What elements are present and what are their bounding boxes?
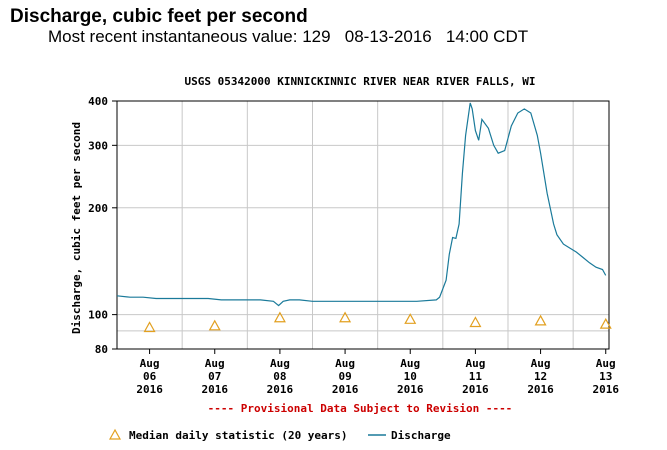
x-tick-year: 2016 xyxy=(136,383,163,396)
x-tick-day: 06 xyxy=(143,370,157,383)
y-axis-label: Discharge, cubic feet per second xyxy=(70,122,83,334)
x-axis: Aug062016Aug072016Aug082016Aug092016Aug1… xyxy=(136,349,619,396)
y-tick-label: 200 xyxy=(88,202,108,215)
series xyxy=(116,102,612,333)
x-tick-day: 11 xyxy=(469,370,483,383)
x-tick-day: 10 xyxy=(404,370,417,383)
x-tick-day: 08 xyxy=(273,370,286,383)
x-tick-month: Aug xyxy=(140,357,160,370)
x-tick-day: 13 xyxy=(599,370,612,383)
discharge-line xyxy=(116,102,607,307)
median-marker xyxy=(339,311,352,323)
x-tick-month: Aug xyxy=(205,357,225,370)
median-marker xyxy=(534,314,547,326)
y-tick-label: 100 xyxy=(88,309,108,322)
chart-title: USGS 05342000 KINNICKINNIC RIVER NEAR RI… xyxy=(185,75,536,88)
x-tick-day: 09 xyxy=(338,370,351,383)
recent-date: 08-13-2016 xyxy=(344,27,432,46)
y-tick-label: 400 xyxy=(88,95,108,108)
x-tick-year: 2016 xyxy=(332,383,359,396)
x-tick-month: Aug xyxy=(335,357,355,370)
x-tick-year: 2016 xyxy=(397,383,424,396)
x-tick-month: Aug xyxy=(596,357,616,370)
legend-median-label: Median daily statistic (20 years) xyxy=(129,429,348,442)
x-tick-month: Aug xyxy=(531,357,551,370)
median-marker xyxy=(273,311,286,323)
x-tick-year: 2016 xyxy=(527,383,554,396)
x-tick-year: 2016 xyxy=(267,383,294,396)
median-marker xyxy=(599,317,612,329)
median-marker xyxy=(404,313,417,324)
median-marker xyxy=(469,316,482,328)
recent-value-label: Most recent instantaneous value: xyxy=(48,27,298,46)
x-tick-month: Aug xyxy=(270,357,290,370)
x-tick-day: 07 xyxy=(208,370,221,383)
x-tick-year: 2016 xyxy=(462,383,489,396)
y-tick-label: 80 xyxy=(95,343,108,356)
x-tick-month: Aug xyxy=(465,357,485,370)
grid xyxy=(117,101,609,349)
plot-frame xyxy=(116,100,610,350)
legend: Median daily statistic (20 years) Discha… xyxy=(108,428,451,442)
median-marker xyxy=(143,321,156,333)
median-marker xyxy=(208,319,221,331)
provisional-annotation: ---- Provisional Data Subject to Revisio… xyxy=(208,402,513,415)
recent-time: 14:00 CDT xyxy=(445,27,529,46)
x-tick-year: 2016 xyxy=(592,383,619,396)
x-tick-month: Aug xyxy=(400,357,420,370)
y-axis: 80 100 200 300 400 xyxy=(88,95,117,356)
legend-median-marker xyxy=(108,428,122,440)
recent-value: 129 xyxy=(302,27,331,46)
y-tick-label: 300 xyxy=(88,139,108,152)
page-title: Discharge, cubic feet per second xyxy=(10,6,308,27)
x-tick-day: 12 xyxy=(534,370,547,383)
x-tick-year: 2016 xyxy=(201,383,228,396)
recent-value-line: Most recent instantaneous value: 129 08-… xyxy=(48,27,528,47)
legend-discharge-label: Discharge xyxy=(391,429,451,442)
